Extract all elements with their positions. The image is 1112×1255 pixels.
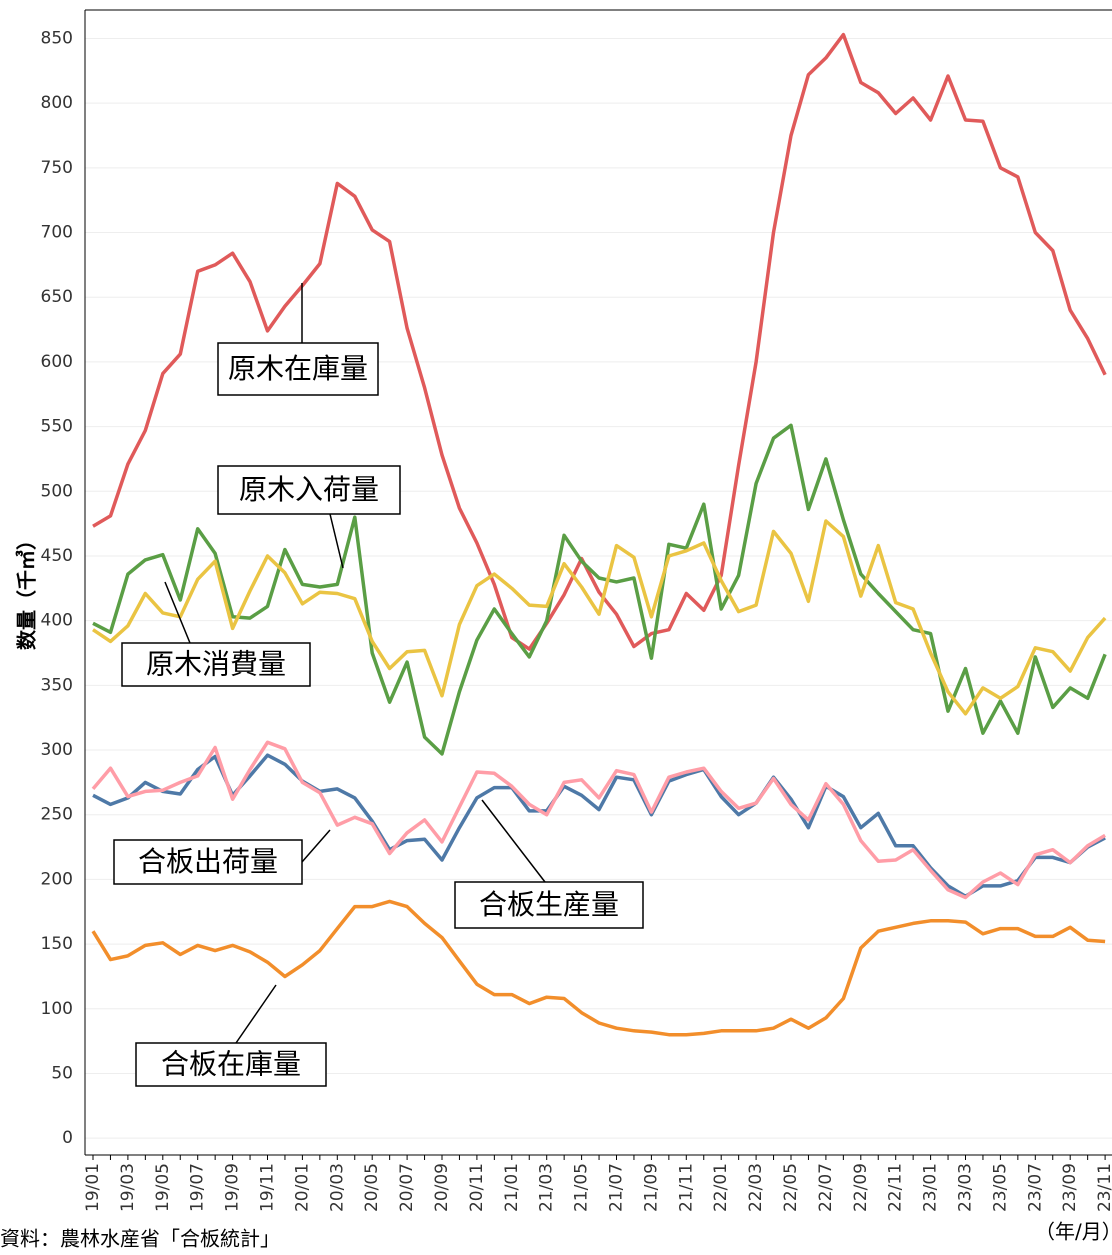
x-tick-label: 21/05: [572, 1163, 592, 1212]
legend-box: [217, 465, 401, 515]
y-tick-label: 200: [41, 869, 73, 889]
y-tick-label: 350: [41, 675, 73, 695]
y-tick-label: 450: [41, 546, 73, 566]
leader-line: [164, 581, 191, 644]
x-tick-label: 19/01: [83, 1163, 103, 1212]
source-note: 資料：農林水産省「合板統計」: [0, 1227, 280, 1251]
x-tick-label: 21/01: [502, 1163, 522, 1212]
y-tick-label: 850: [41, 28, 73, 48]
x-tick-label: 22/11: [886, 1163, 906, 1212]
y-tick-label: 650: [41, 287, 73, 307]
y-tick-label: 250: [41, 805, 73, 825]
y-tick-label: 100: [41, 999, 73, 1019]
x-tick-label: 22/03: [746, 1163, 766, 1212]
x-tick-label: 22/07: [816, 1163, 836, 1212]
x-tick-label: 21/11: [676, 1163, 696, 1212]
x-tick-label: 20/01: [292, 1163, 312, 1212]
x-tick-label: 23/09: [1060, 1163, 1080, 1212]
x-tick-label: 22/05: [781, 1163, 801, 1212]
x-tick-label: 20/09: [432, 1163, 452, 1212]
x-tick-label: 23/11: [1095, 1163, 1112, 1212]
series-line: [92, 32, 1107, 651]
x-tick-label: 20/07: [397, 1163, 417, 1212]
x-tick-label: 21/09: [641, 1163, 661, 1212]
leader-line: [329, 513, 344, 569]
y-tick-label: 0: [62, 1128, 73, 1148]
x-tick-label: 20/03: [327, 1163, 347, 1212]
leader-line: [481, 799, 546, 883]
x-tick-label: 23/01: [921, 1163, 941, 1212]
y-tick-label: 600: [41, 352, 73, 372]
y-tick-label: 400: [41, 611, 73, 631]
x-tick-label: 22/01: [711, 1163, 731, 1212]
x-tick-label: 23/07: [1025, 1163, 1045, 1212]
x-tick-label: 19/09: [223, 1163, 243, 1212]
legend-box: [217, 342, 379, 396]
x-tick-label: 19/11: [258, 1163, 278, 1212]
series-line: [92, 753, 1106, 898]
x-tick-label: 21/07: [607, 1163, 627, 1212]
series-line: [92, 423, 1107, 756]
y-tick-label: 700: [41, 223, 73, 243]
legend-label: 合板在庫量: [161, 1048, 301, 1081]
x-tick-label: 20/05: [362, 1163, 382, 1212]
leader-line: [301, 829, 331, 863]
y-tick-label: 800: [41, 93, 73, 113]
legend-label: 原木入荷量: [239, 473, 379, 506]
x-tick-label: 23/05: [990, 1163, 1010, 1212]
x-tick-label: 20/11: [467, 1163, 487, 1212]
x-tick-label: 23/03: [956, 1163, 976, 1212]
series-line: [91, 899, 1106, 1037]
y-tick-label: 150: [41, 934, 73, 954]
y-axis-label: 数量（千㎥）: [15, 530, 39, 650]
series-line: [92, 519, 1107, 716]
x-tick-label: 19/05: [153, 1163, 173, 1212]
x-tick-label: 21/03: [537, 1163, 557, 1212]
legend-box: [113, 839, 303, 885]
x-axis-unit: （年/月）: [1035, 1220, 1112, 1244]
legend-label: 合板生産量: [479, 888, 619, 921]
y-tick-label: 550: [41, 417, 73, 437]
x-tick-label: 22/09: [851, 1163, 871, 1212]
leader-line: [235, 984, 277, 1044]
legend-box: [121, 642, 311, 687]
y-tick-label: 50: [51, 1063, 73, 1083]
legend-label: 原木在庫量: [228, 352, 368, 385]
series-line: [91, 740, 1106, 900]
legend-box: [135, 1042, 327, 1087]
legend-label: 合板出荷量: [138, 845, 278, 878]
x-tick-label: 19/07: [188, 1163, 208, 1212]
legend-box: [454, 881, 644, 929]
y-tick-label: 500: [41, 481, 73, 501]
x-tick-label: 19/03: [118, 1163, 138, 1212]
legend-label: 原木消費量: [146, 648, 286, 681]
y-tick-label: 300: [41, 740, 73, 760]
y-tick-label: 750: [41, 158, 73, 178]
